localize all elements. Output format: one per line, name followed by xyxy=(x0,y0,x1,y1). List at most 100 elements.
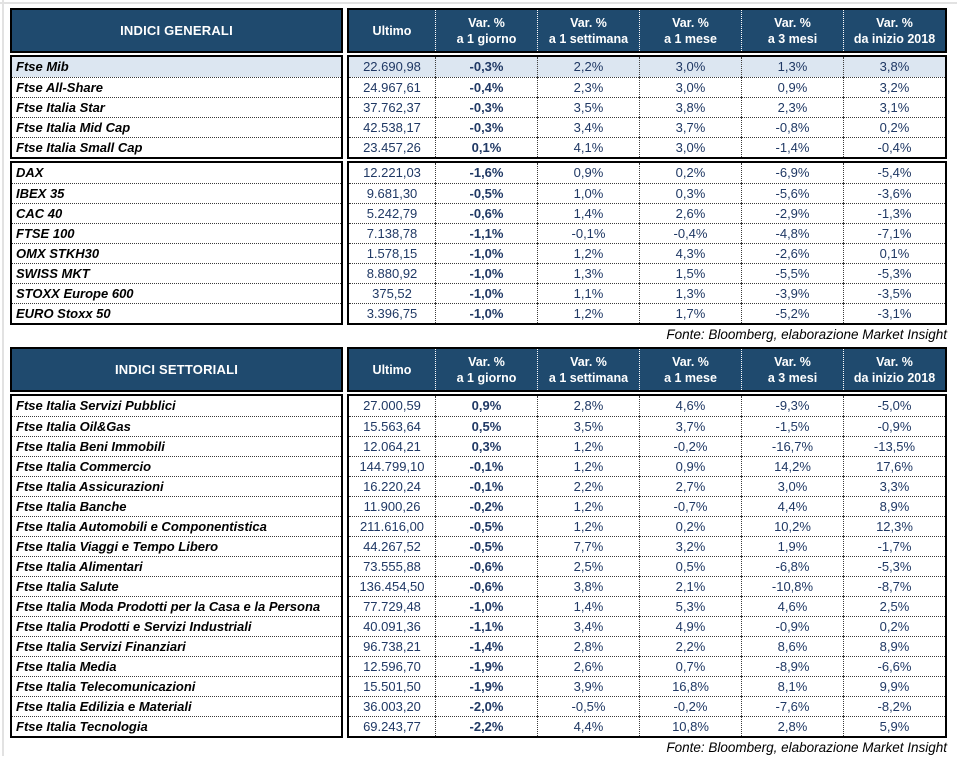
var-percent-value: 3,4% xyxy=(537,117,639,137)
var-percent-value: -1,0% xyxy=(435,243,537,263)
var-percent-value: -2,0% xyxy=(435,696,537,716)
var-percent-value: 0,5% xyxy=(639,556,741,576)
index-name: Ftse Mib xyxy=(12,57,341,77)
index-name: CAC 40 xyxy=(12,203,341,223)
var-percent-value: 0,3% xyxy=(639,183,741,203)
column-header-sublabel: a 1 giorno xyxy=(456,31,517,46)
var-percent-value: -2,6% xyxy=(741,243,843,263)
var-percent-value: 0,3% xyxy=(435,436,537,456)
ultimo-value: 16.220,24 xyxy=(349,476,435,496)
ultimo-value: 24.967,61 xyxy=(349,77,435,97)
var-percent-value: 0,9% xyxy=(639,456,741,476)
var-percent-value: 2,3% xyxy=(537,77,639,97)
var-percent-value: -0,5% xyxy=(435,536,537,556)
var-percent-value: 3,0% xyxy=(741,476,843,496)
var-percent-value: -7,6% xyxy=(741,696,843,716)
var-percent-value: 4,6% xyxy=(639,396,741,416)
var-percent-value: -2,9% xyxy=(741,203,843,223)
var-percent-value: -6,9% xyxy=(741,163,843,183)
column-header-label: Var. % xyxy=(876,15,913,30)
ultimo-value: 27.000,59 xyxy=(363,398,421,413)
column-headers: Ultimo Var. % a 1 giorno Var. % a 1 settim… xyxy=(347,8,947,53)
index-name: EURO Stoxx 50 xyxy=(12,303,341,323)
var-percent-value: 3,5% xyxy=(537,97,639,117)
column-header-ultimo: Ultimo xyxy=(349,10,435,51)
var-percent-value: 1,2% xyxy=(537,516,639,536)
var-percent-value: 2,1% xyxy=(639,576,741,596)
index-name: STOXX Europe 600 xyxy=(12,283,341,303)
ultimo-value: 69.243,77 xyxy=(349,716,435,736)
var-percent-value: 2,6% xyxy=(639,203,741,223)
var-percent-value: -5,5% xyxy=(741,263,843,283)
index-name: Ftse Italia Commercio xyxy=(12,456,341,476)
index-values-grid: 12.221,03 -1,6% 0,9% 0,2% -6,9% -5,4% 9.681,30… xyxy=(347,161,947,325)
var-percent-value: 2,2% xyxy=(537,57,639,77)
var-percent-value: 1,4% xyxy=(537,203,639,223)
var-percent-value: -0,9% xyxy=(741,616,843,636)
column-header-label: Var. % xyxy=(876,354,913,369)
var-percent-value: 0,5% xyxy=(435,416,537,436)
var-percent-value: 3,5% xyxy=(537,416,639,436)
ultimo-value: 8.880,92 xyxy=(349,263,435,283)
report-page: INDICI GENERALI Ultimo Var. % a 1 giorno … xyxy=(10,8,947,760)
column-header-sublabel: a 3 mesi xyxy=(767,31,818,46)
var-percent-value: 2,5% xyxy=(537,556,639,576)
column-header-var-1-giorno: Var. % a 1 giorno xyxy=(435,10,537,51)
var-percent-value: 1,4% xyxy=(537,596,639,616)
column-headers: Ultimo Var. % a 1 giorno Var. % a 1 settim… xyxy=(347,347,947,392)
index-name: FTSE 100 xyxy=(12,223,341,243)
var-percent-value: 0,9% xyxy=(741,77,843,97)
var-percent-value: -3,6% xyxy=(843,183,945,203)
var-percent-value: 4,4% xyxy=(537,716,639,736)
ultimo-value: 3.396,75 xyxy=(349,303,435,323)
var-percent-value: 0,1% xyxy=(435,137,537,157)
var-percent-value: 7,7% xyxy=(537,536,639,556)
var-percent-value: -0,2% xyxy=(435,496,537,516)
index-name: Ftse Italia Small Cap xyxy=(12,137,341,157)
var-percent-value: -8,7% xyxy=(843,576,945,596)
ultimo-value: 211.616,00 xyxy=(349,516,435,536)
var-percent-value: -5,2% xyxy=(741,303,843,323)
column-header-sublabel: da inizio 2018 xyxy=(853,31,936,46)
index-names-column: Ftse Italia Servizi Pubblici Ftse Italia … xyxy=(10,394,343,738)
var-percent-value: 8,6% xyxy=(741,636,843,656)
column-header-label: Var. % xyxy=(570,354,607,369)
var-percent-value: 3,0% xyxy=(639,77,741,97)
table-block-sector-indices: Ftse Italia Servizi Pubblici Ftse Italia … xyxy=(10,394,947,738)
ultimo-value: 77.729,48 xyxy=(349,596,435,616)
var-percent-value: 4,6% xyxy=(741,596,843,616)
ultimo-value: 42.538,17 xyxy=(349,117,435,137)
var-percent-value: -0,2% xyxy=(639,436,741,456)
index-name: DAX xyxy=(16,165,44,180)
column-header-label: Var. % xyxy=(468,15,505,30)
var-percent-value: -4,8% xyxy=(741,223,843,243)
ultimo-value: 136.454,50 xyxy=(349,576,435,596)
index-name: Ftse Italia Servizi Finanziari xyxy=(12,636,341,656)
var-percent-value: -1,9% xyxy=(435,656,537,676)
index-name: Ftse Italia Viaggi e Tempo Libero xyxy=(12,536,341,556)
index-name: Ftse Italia Telecomunicazioni xyxy=(12,676,341,696)
column-header-label: Var. % xyxy=(774,15,811,30)
var-percent-value: 1,3% xyxy=(741,57,843,77)
index-name: Ftse Italia Oil&Gas xyxy=(12,416,341,436)
index-name: Ftse Italia Servizi Pubblici xyxy=(16,398,176,413)
source-note: Fonte: Bloomberg, elaborazione Market In… xyxy=(666,327,947,342)
var-percent-value: -8,9% xyxy=(741,656,843,676)
var-percent-value: -0,5% xyxy=(537,696,639,716)
var-percent-value: 1,2% xyxy=(537,303,639,323)
var-percent-value: -1,6% xyxy=(435,163,537,183)
var-percent-value: 0,2% xyxy=(639,516,741,536)
ultimo-value: 73.555,88 xyxy=(349,556,435,576)
index-name: Ftse Italia Assicurazioni xyxy=(12,476,341,496)
var-percent-value: 3,9% xyxy=(537,676,639,696)
var-percent-value: 0,2% xyxy=(639,163,741,183)
index-name: Ftse Italia Alimentari xyxy=(12,556,341,576)
ultimo-value: 1.578,15 xyxy=(349,243,435,263)
var-percent-value: -0,3% xyxy=(435,57,537,77)
var-percent-value: 3,0% xyxy=(639,137,741,157)
var-percent-value: -1,4% xyxy=(435,636,537,656)
var-percent-value: 1,2% xyxy=(537,456,639,476)
table-block-italian-indices: Ftse Mib Ftse All-Share Ftse Italia Star Ft… xyxy=(10,55,947,159)
var-percent-value: -0,9% xyxy=(843,416,945,436)
var-percent-value: -6,8% xyxy=(741,556,843,576)
